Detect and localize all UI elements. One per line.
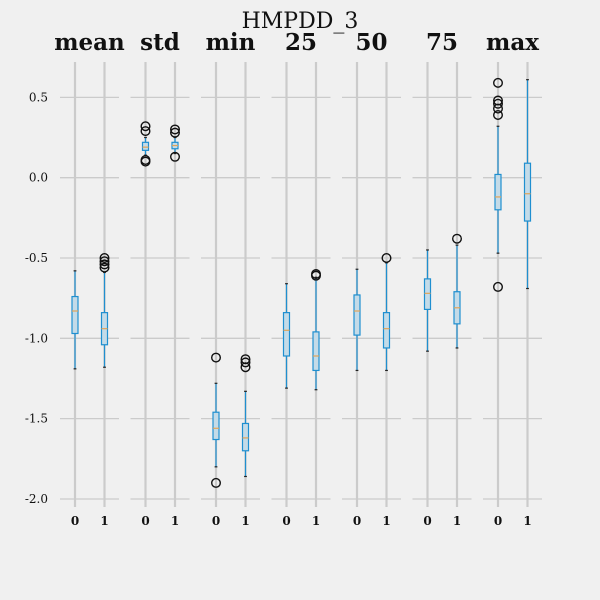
box-group: 0 [353,268,361,528]
x-tick-label: 1 [171,514,179,528]
outlier-point [140,126,151,137]
box-group: 1 [99,252,110,528]
chart-suptitle: HMPDD_3 [242,9,359,34]
panel-title: max [486,29,539,56]
box [312,331,320,372]
box-group: 1 [381,252,392,528]
x-tick-label: 0 [212,514,220,528]
box [523,162,532,222]
x-tick-label: 0 [353,514,361,528]
box [353,294,361,336]
y-tick-label: -2.0 [25,492,48,506]
panel-title: 25 [285,29,317,56]
outlier-point [210,352,221,363]
outlier-point [493,77,504,88]
outlier-point [99,256,110,267]
panel-75: 75 0 1 [412,29,472,528]
x-tick-label: 1 [241,514,249,528]
outlier-point [99,252,110,263]
panel-max: max 0 1 [483,29,542,528]
outlier-point [493,103,504,114]
box-group: 1 [523,79,532,528]
outlier-point [140,156,151,167]
panel-title: mean [54,29,125,56]
box [212,411,220,441]
outlier-point [311,269,322,280]
panel-25: 25 0 1 [271,29,331,528]
outlier-point [169,124,180,135]
box [423,278,432,311]
box-group: 1 [169,124,180,528]
x-tick-label: 0 [141,514,149,528]
y-tick-label: 0.0 [29,171,48,185]
outlier-point [493,110,504,121]
box-group: 0 [210,352,221,528]
box-group: 1 [240,354,251,528]
x-tick-label: 1 [453,514,461,528]
y-tick-label: -0.5 [25,251,48,265]
panel-title: 75 [426,29,458,56]
panel-title: min [206,29,256,56]
box [282,312,291,357]
panel-min: min 0 1 [201,29,260,528]
outlier-point [99,262,110,273]
x-tick-label: 0 [282,514,290,528]
x-tick-label: 1 [312,514,320,528]
panel-title: std [140,29,180,56]
outlier-point [240,357,251,368]
box [141,141,150,151]
x-tick-label: 1 [382,514,390,528]
panels: mean 0 1 std 0 1 min 0 1 25 0 1 50 0 1 75 0 1 max 0 1 [54,29,542,528]
panel-std: std 0 1 [130,29,190,528]
panel-50: 50 0 1 [342,29,401,528]
box-group: 0 [71,270,79,528]
box-group: 0 [282,283,291,528]
box [382,312,391,349]
outlier-point [169,151,180,162]
x-tick-label: 1 [100,514,108,528]
box-group: 1 [311,269,322,528]
outlier-point [381,252,392,263]
y-tick-label: 0.5 [29,90,48,104]
outlier-point [240,362,251,373]
y-tick-labels: -2.0 -1.5 -1.0 -0.5 0.0 0.5 [25,90,48,506]
box [71,295,79,335]
panel-title: 50 [355,29,387,56]
box [494,173,502,211]
outlier-point [169,127,180,138]
box-group: 0 [423,249,432,528]
outlier-point [140,121,151,132]
y-tick-label: -1.5 [25,412,48,426]
outlier-point [493,281,504,292]
outlier-point [452,233,463,244]
box-group: 0 [140,121,151,528]
x-tick-label: 0 [494,514,502,528]
box-group: 0 [493,77,504,528]
panel-mean: mean 0 1 [54,29,125,528]
y-tick-label: -1.0 [25,331,48,345]
outlier-point [99,259,110,270]
outlier-point [493,98,504,109]
box-group: 1 [452,233,463,528]
x-tick-label: 0 [423,514,431,528]
x-tick-label: 0 [71,514,79,528]
box [241,422,250,452]
x-tick-label: 1 [523,514,531,528]
outlier-point [210,477,221,488]
